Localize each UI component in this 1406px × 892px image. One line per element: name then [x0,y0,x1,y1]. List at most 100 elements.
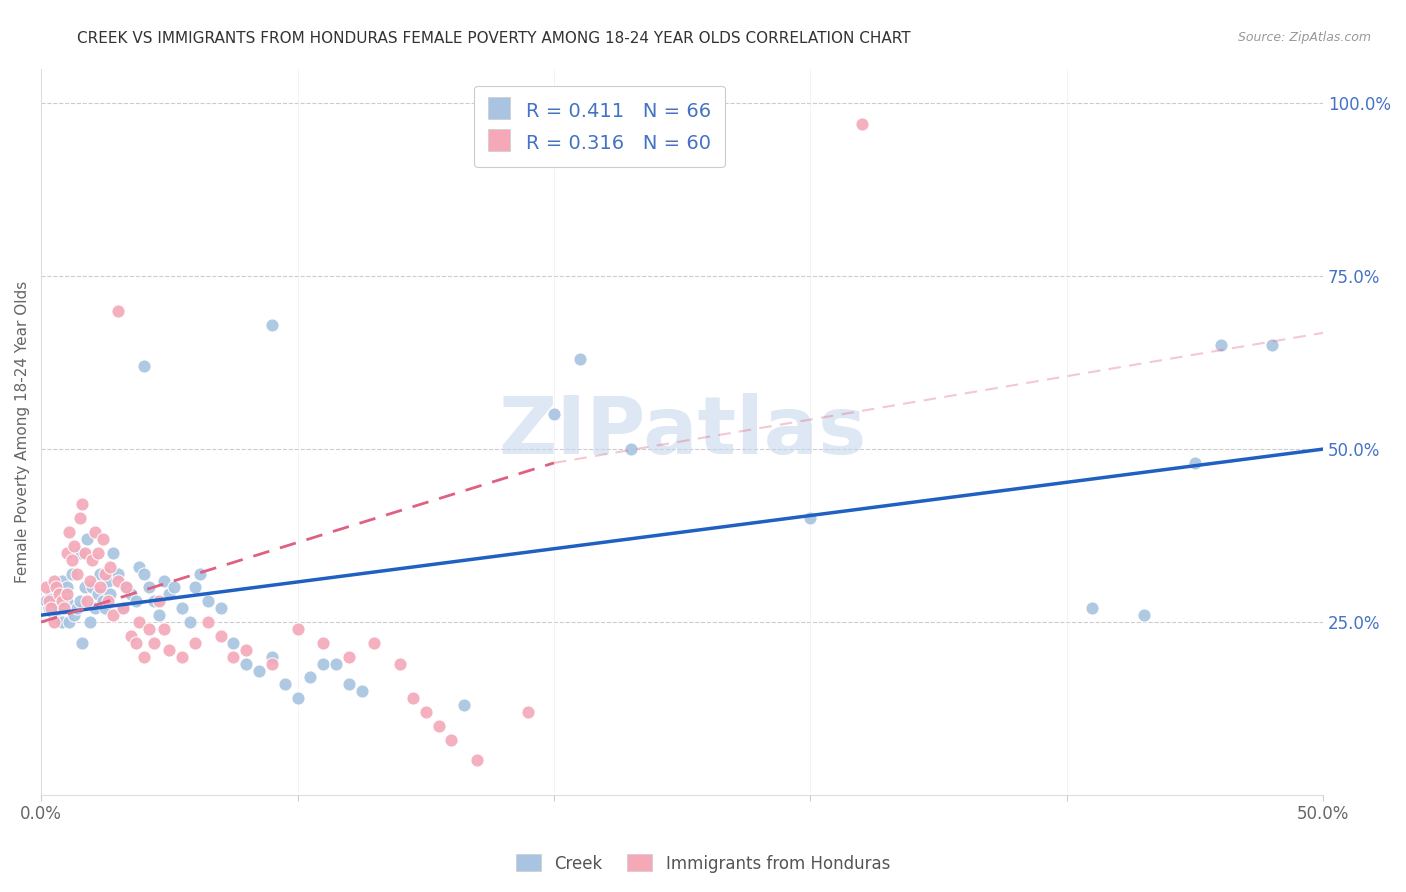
Point [97,574,120,588]
Point [312,657,335,671]
Point [58,525,80,540]
Point [73,546,96,560]
Point [69,511,91,525]
Point [222,649,245,664]
Y-axis label: Female Poverty Among 18-24 Year Olds: Female Poverty Among 18-24 Year Olds [15,281,30,582]
Point [107,566,129,581]
Point [453,698,475,712]
Point [42,574,65,588]
Point [66,601,89,615]
Point [153,622,176,636]
Point [337,677,360,691]
Point [1261,338,1284,352]
Point [55,594,77,608]
Point [138,622,160,636]
Point [153,574,176,588]
Point [38,594,60,608]
Point [235,642,257,657]
Point [107,574,129,588]
Point [112,601,135,615]
Point [82,581,104,595]
Point [112,601,135,615]
Point [51,594,73,608]
Point [312,636,335,650]
Point [35,581,58,595]
Point [94,601,117,615]
Point [48,587,70,601]
Point [82,553,104,567]
Point [1209,338,1232,352]
Point [91,594,114,608]
Point [97,594,120,608]
Point [209,601,232,615]
Point [84,525,107,540]
Point [148,608,170,623]
Point [41,601,63,615]
Point [184,581,207,595]
Point [60,566,83,581]
Point [128,559,150,574]
Point [86,587,108,601]
Point [517,705,540,719]
Point [260,657,283,671]
Point [42,608,65,623]
Legend: Creek, Immigrants from Honduras: Creek, Immigrants from Honduras [509,847,897,880]
Point [89,566,111,581]
Point [114,581,136,595]
Text: ZIPatlas: ZIPatlas [498,392,866,471]
Text: CREEK VS IMMIGRANTS FROM HONDURAS FEMALE POVERTY AMONG 18-24 YEAR OLDS CORRELATI: CREEK VS IMMIGRANTS FROM HONDURAS FEMALE… [77,31,911,46]
Point [101,608,124,623]
Point [120,629,142,643]
Text: Source: ZipAtlas.com: Source: ZipAtlas.com [1237,31,1371,45]
Point [79,615,101,629]
Point [465,754,488,768]
Point [179,615,201,629]
Point [70,636,93,650]
Point [260,318,283,332]
Point [799,511,821,525]
Point [184,636,207,650]
Point [132,566,155,581]
Point [543,408,565,422]
Point [89,581,111,595]
Point [60,553,83,567]
Point [107,303,129,318]
Point [209,629,232,643]
Point [389,657,412,671]
Point [1132,608,1154,623]
Point [132,649,155,664]
Point [91,532,114,546]
Point [73,581,96,595]
Point [427,719,450,733]
Point [402,691,425,706]
Point [247,664,270,678]
Point [38,601,60,615]
Point [125,636,148,650]
Point [440,732,463,747]
Point [142,594,165,608]
Point [325,657,347,671]
Point [157,587,180,601]
Point [42,615,65,629]
Point [142,636,165,650]
Point [157,642,180,657]
Point [273,677,295,691]
Point [163,581,186,595]
Point [53,601,76,615]
Point [125,594,148,608]
Point [568,352,591,367]
Point [132,359,155,373]
Point [41,587,63,601]
Point [42,581,65,595]
Point [260,649,283,664]
Point [1184,456,1206,470]
Point [114,581,136,595]
Point [350,684,373,698]
Point [287,622,309,636]
Point [287,691,309,706]
Point [51,574,73,588]
Point [55,581,77,595]
Point [94,566,117,581]
Point [1081,601,1104,615]
Point [55,546,77,560]
